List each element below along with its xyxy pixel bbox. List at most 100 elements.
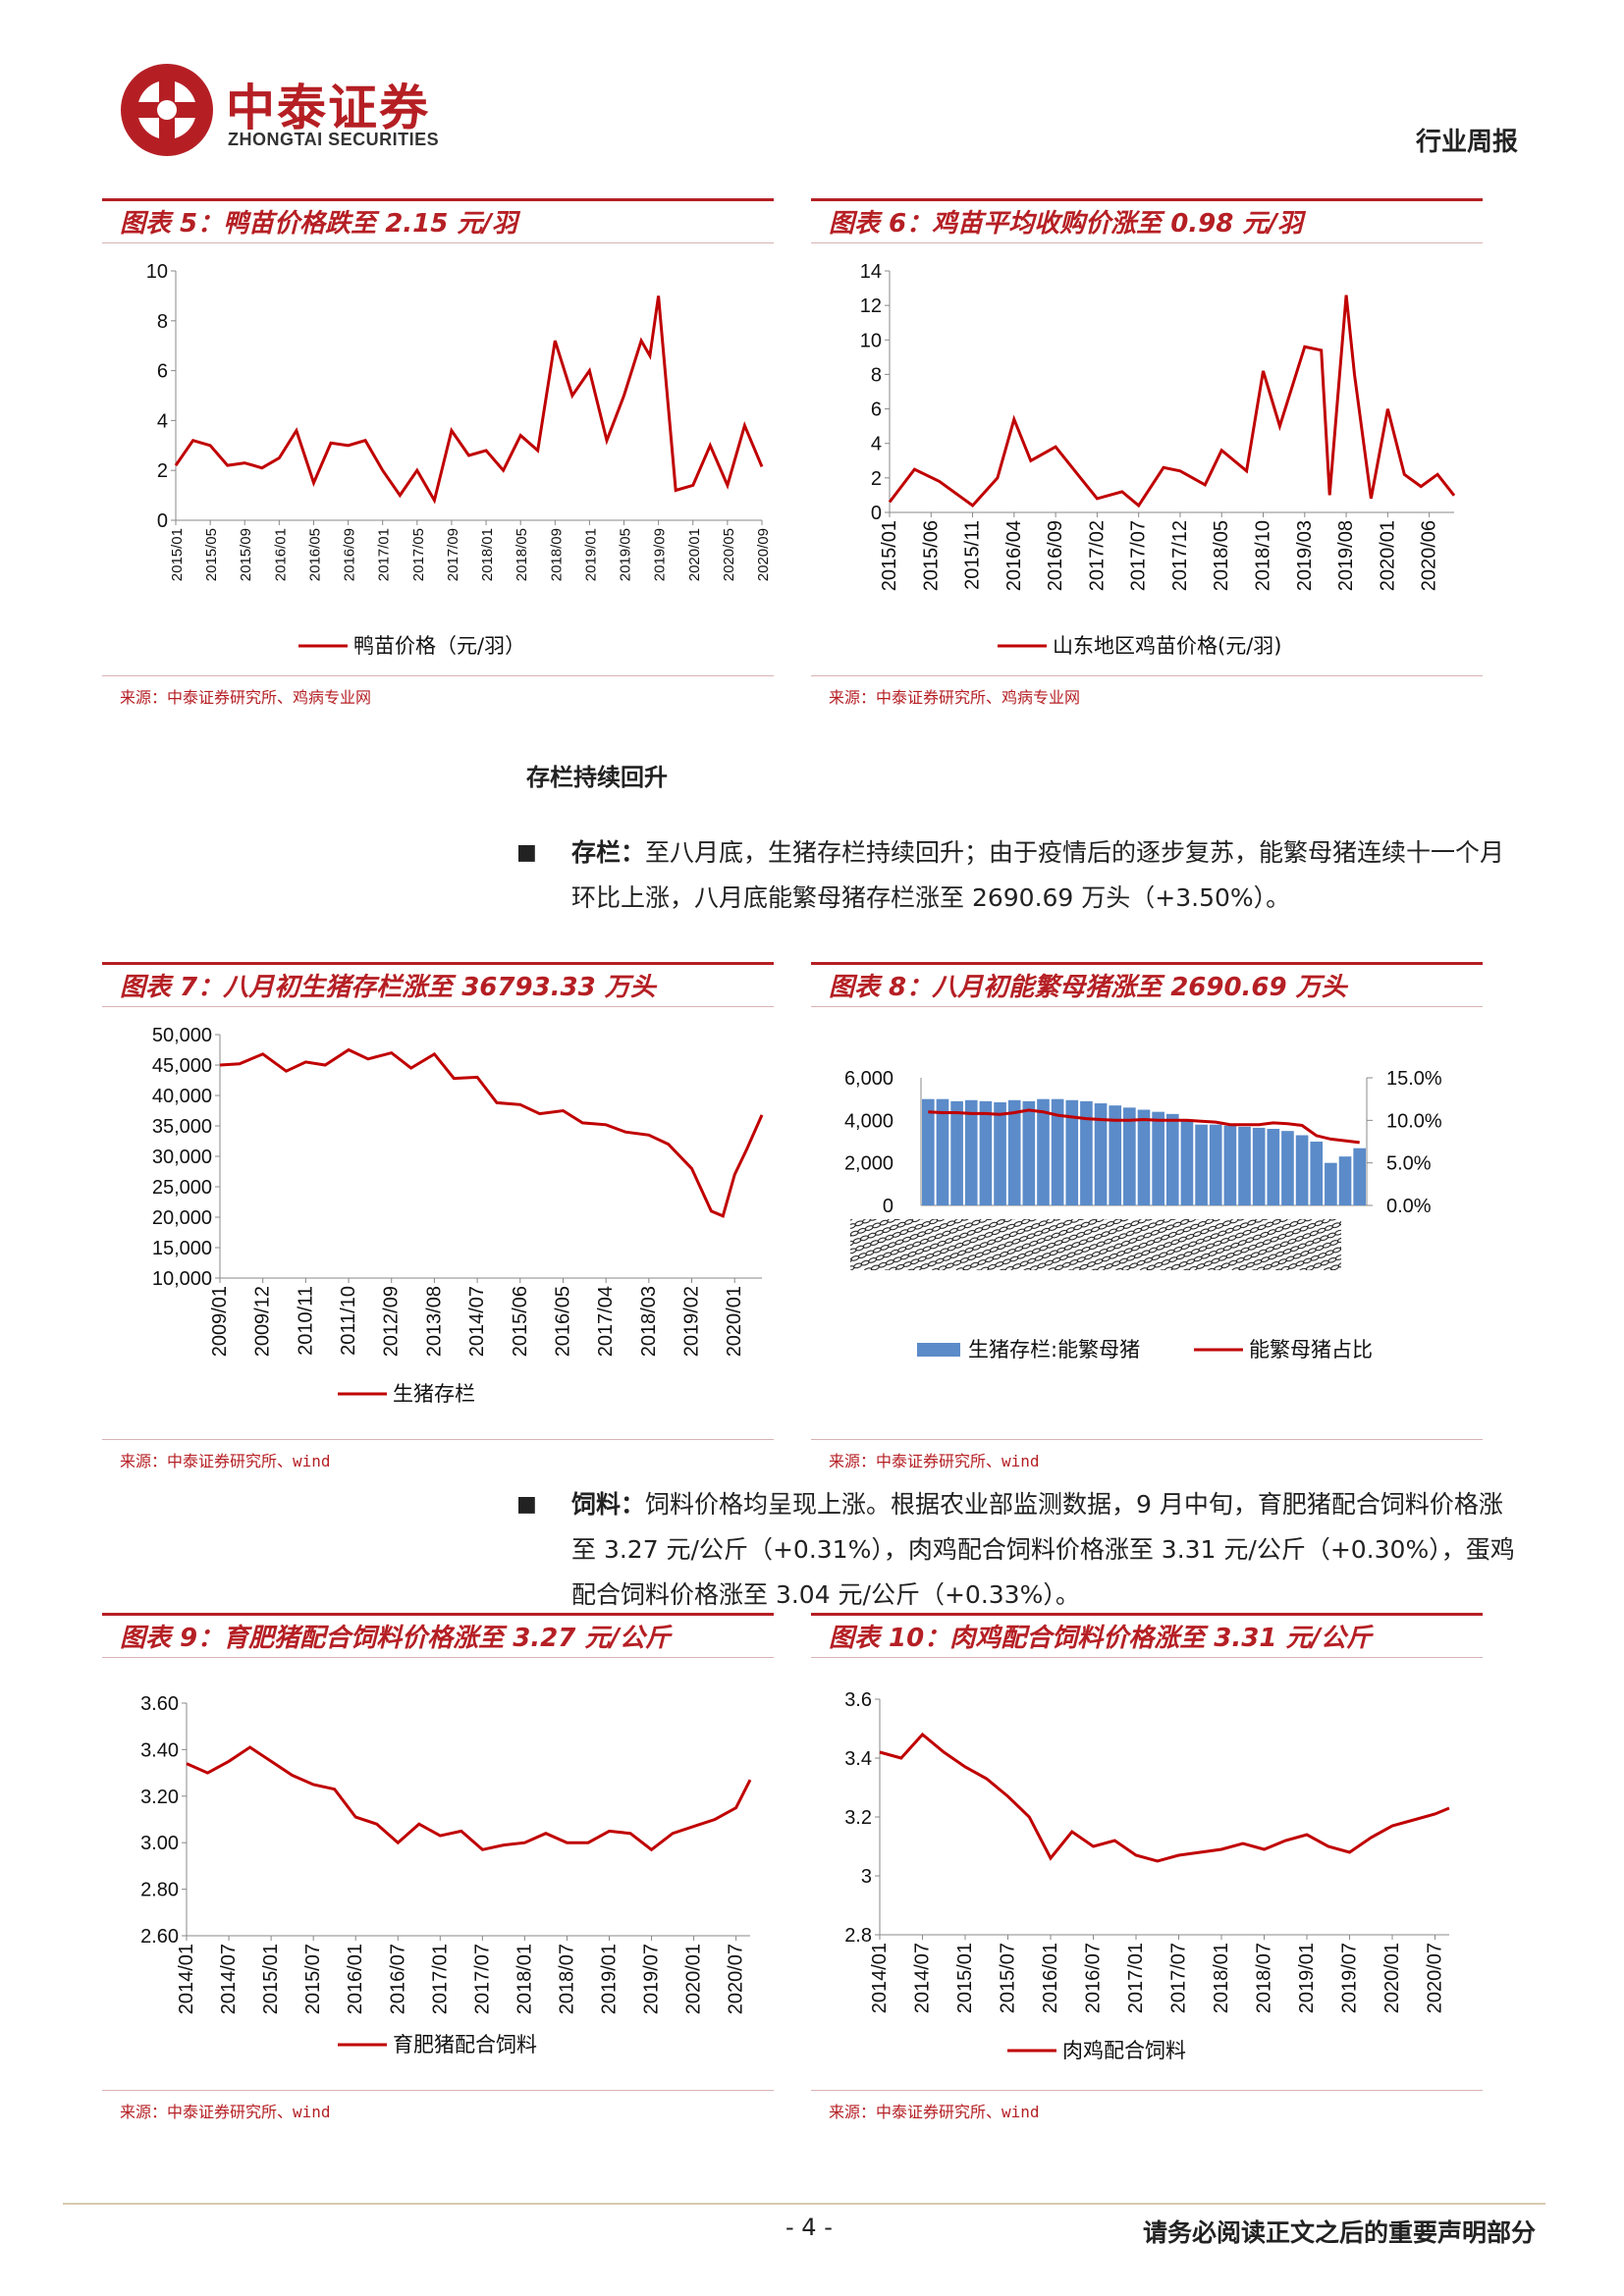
figure-title: 图表 8：八月初能繁母猪涨至 2690.69 万头 xyxy=(811,962,1483,1007)
y-tick-label: 14 xyxy=(860,261,882,283)
bar xyxy=(1165,1113,1179,1205)
x-tick-label: 2019/02 xyxy=(681,1286,703,1357)
x-tick-label: 2018/01 xyxy=(1211,1943,1232,2013)
chart-sow-inventory: 0 2,000 4,000 6,000 0.0% 5.0% 10.0% 15.0% 生猪存栏:能… xyxy=(844,1068,1442,1362)
x-tick-label: 2017/04 xyxy=(595,1286,617,1357)
bar xyxy=(1252,1127,1266,1205)
y-tick-label: 3.60 xyxy=(140,1693,179,1715)
x-tick-label: 2016/01 xyxy=(345,1944,366,2014)
y-tick-label: 4 xyxy=(157,410,168,432)
x-tick-label: 2017/01 xyxy=(429,1944,451,2014)
bar xyxy=(1209,1124,1222,1205)
bar xyxy=(1094,1103,1108,1205)
x-tick-label: 2019/01 xyxy=(582,528,599,581)
x-tick-label: 2014/01 xyxy=(176,1944,197,2014)
y-tick-label: 3.2 xyxy=(844,1807,872,1829)
y-tick-label: 3 xyxy=(861,1866,872,1888)
x-tick-label: 2020/07 xyxy=(726,1944,747,2014)
bar xyxy=(1109,1105,1122,1205)
x-tick-label: 2020/01 xyxy=(724,1286,745,1357)
bar xyxy=(1065,1099,1079,1205)
figure-9: 图表 9：育肥猪配合饲料价格涨至 3.27 元/公斤 2.60 2.80 3.00 3… xyxy=(102,1613,774,2131)
bar xyxy=(979,1100,993,1205)
x-tick-label: 2015/01 xyxy=(260,1944,282,2014)
bar xyxy=(1051,1098,1064,1205)
legend-label: 育肥猪配合饲料 xyxy=(393,2033,537,2056)
figure-title: 图表 7：八月初生猪存栏涨至 36793.33 万头 xyxy=(102,962,774,1007)
bar xyxy=(1022,1100,1036,1205)
x-tick-label: 2020/01 xyxy=(686,528,703,581)
chart-chick-price: 0 2 4 6 8 10 12 14 2015/01 2015/06 2015/11 2016/04 2… xyxy=(860,261,1456,658)
y-tick-label: 50,000 xyxy=(152,1025,212,1046)
legend-label: 肉鸡配合饲料 xyxy=(1062,2039,1186,2062)
figure-8: 图表 8：八月初能繁母猪涨至 2690.69 万头 0 2,000 4,000 6,0… xyxy=(811,962,1483,1480)
x-tick-label: 2018/05 xyxy=(514,528,530,581)
y-tick-label: 2,000 xyxy=(844,1153,893,1175)
bar xyxy=(950,1100,963,1205)
x-tick-label: 2016/05 xyxy=(552,1286,573,1357)
figure-10: 图表 10：肉鸡配合饲料价格涨至 3.31 元/公斤 2.8 3 3.2 3.4 3.6… xyxy=(811,1613,1483,2131)
x-tick-label: 2014/01 xyxy=(869,1943,891,2013)
bar xyxy=(1137,1109,1151,1205)
bar xyxy=(1267,1129,1280,1205)
x-tick-label: 2011/10 xyxy=(338,1286,359,1356)
x-tick-label: 2019/09 xyxy=(652,528,669,581)
figure-title: 图表 6：鸡苗平均收购价涨至 0.98 元/羽 xyxy=(811,198,1483,243)
x-tick-label: 2015/01 xyxy=(879,520,900,591)
bar xyxy=(1080,1100,1093,1205)
company-name-en: ZHONGTAI SECURITIES xyxy=(228,130,440,149)
x-tick-label: 2012/09 xyxy=(381,1286,403,1357)
paragraph-text: 至八月底，生猪存栏持续回升；由于疫情后的逐步复苏，能繁母猪连续十一个月环比上涨，… xyxy=(571,838,1505,912)
x-tick-label: 2015/01 xyxy=(169,528,186,581)
y2-tick-label: 10.0% xyxy=(1386,1110,1442,1132)
figure-source: 来源：中泰证券研究所、wind xyxy=(811,1439,1483,1471)
y-tick-label: 4 xyxy=(871,434,882,455)
paragraph-inventory: ■ 存栏：至八月底，生猪存栏持续回升；由于疫情后的逐步复苏，能繁母猪连续十一个月… xyxy=(516,830,1524,921)
x-tick-label: 2016/09 xyxy=(1045,520,1066,591)
x-tick-label: 2014/07 xyxy=(912,1943,934,2013)
y2-tick-label: 5.0% xyxy=(1386,1153,1432,1175)
x-tick-label: 2017/09 xyxy=(445,528,461,581)
y-tick-label: 15,000 xyxy=(152,1238,212,1259)
y-tick-label: 0 xyxy=(157,510,168,532)
bar xyxy=(1180,1120,1194,1205)
y-tick-label: 0 xyxy=(883,1196,893,1217)
x-tick-label: 2016/07 xyxy=(1083,1943,1105,2013)
y-tick-label: 3.40 xyxy=(140,1739,179,1761)
page-number: - 4 - xyxy=(785,2214,833,2241)
x-tick-label: 2018/07 xyxy=(556,1944,577,2014)
chart-broiler-feed-price: 2.8 3 3.2 3.4 3.6 2014/01 2014/07 2015/01 2015/0… xyxy=(844,1689,1450,2062)
figure-source: 来源：中泰证券研究所、鸡病专业网 xyxy=(811,675,1483,708)
x-tick-label: 2019/01 xyxy=(599,1944,621,2014)
bar xyxy=(1195,1124,1208,1205)
x-tick-label: 2009/01 xyxy=(209,1286,231,1357)
figure-5: 图表 5：鸭苗价格跌至 2.15 元/羽 0 2 4 6 8 10 2015/01 2015/… xyxy=(102,198,774,717)
section-heading: 存栏持续回升 xyxy=(526,764,668,791)
bar xyxy=(1338,1156,1352,1205)
series-line xyxy=(219,1047,764,1218)
x-tick-label: 2016/05 xyxy=(306,528,323,581)
y-tick-label: 2.80 xyxy=(140,1880,179,1901)
paragraph-feed: ■ 饲料：饲料价格均呈现上涨。根据农业部监测数据，9 月中旬，育肥猪配合饲料价格… xyxy=(516,1482,1524,1618)
x-tick-label: 2015/06 xyxy=(920,520,942,591)
y2-tick-label: 0.0% xyxy=(1386,1196,1432,1217)
x-tick-label: 2015/06 xyxy=(510,1286,531,1357)
y-tick-label: 10 xyxy=(860,330,882,351)
legend-label: 山东地区鸡苗价格(元/羽) xyxy=(1053,634,1281,658)
y-tick-label: 3.4 xyxy=(844,1748,872,1770)
paragraph-label: 存栏： xyxy=(571,838,646,867)
x-tick-label: 2019/03 xyxy=(1294,520,1316,591)
company-name-cn: 中泰证券 xyxy=(226,80,430,136)
y-tick-label: 20,000 xyxy=(152,1207,212,1229)
y-tick-label: 6 xyxy=(871,400,882,421)
figure-source: 来源：中泰证券研究所、wind xyxy=(102,2090,774,2122)
y-tick-label: 2.8 xyxy=(844,1925,872,1947)
x-tick-label-band xyxy=(850,1219,1341,1270)
x-tick-label: 2020/01 xyxy=(1377,520,1398,591)
x-tick-label: 2018/09 xyxy=(548,528,565,581)
x-tick-label: 2017/07 xyxy=(1128,520,1150,591)
paragraph-label: 饲料： xyxy=(571,1490,646,1519)
x-tick-label: 2013/08 xyxy=(423,1286,445,1357)
bullet-square-icon: ■ xyxy=(516,840,537,865)
y-tick-label: 45,000 xyxy=(152,1055,212,1077)
